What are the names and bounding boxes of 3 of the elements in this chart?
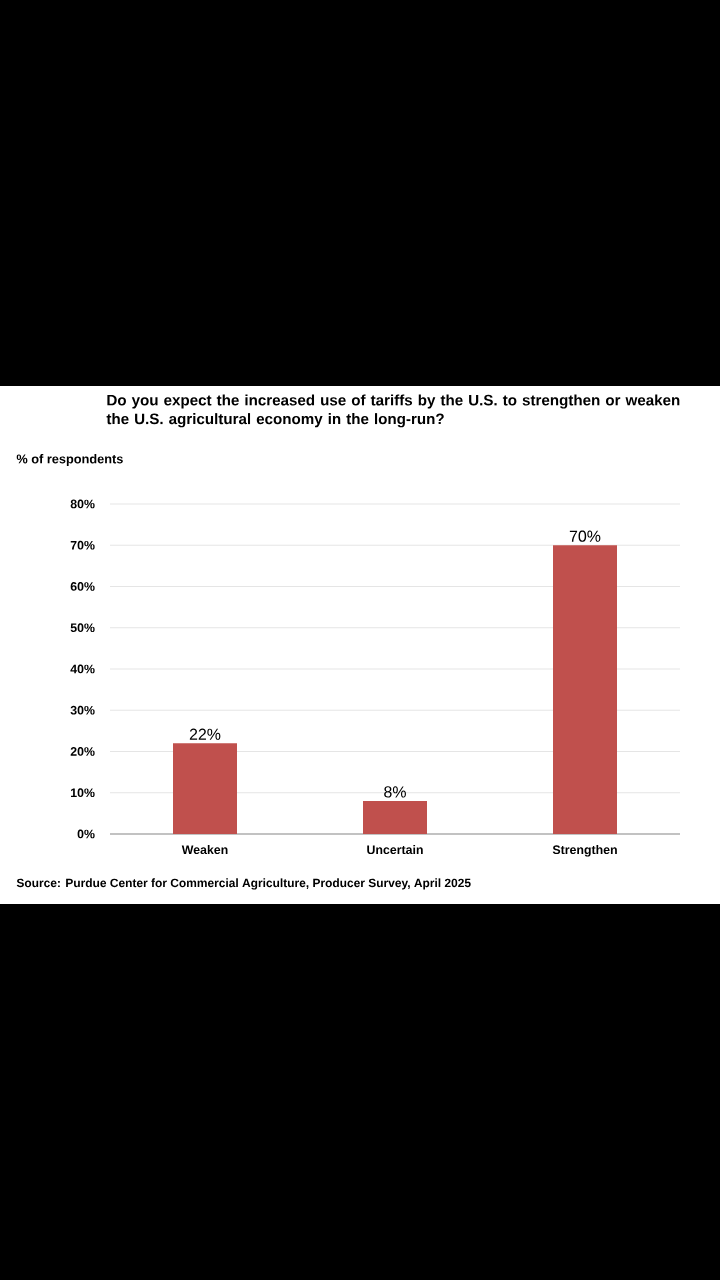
bar bbox=[553, 545, 617, 834]
bar bbox=[363, 800, 427, 834]
bar bbox=[173, 743, 237, 834]
